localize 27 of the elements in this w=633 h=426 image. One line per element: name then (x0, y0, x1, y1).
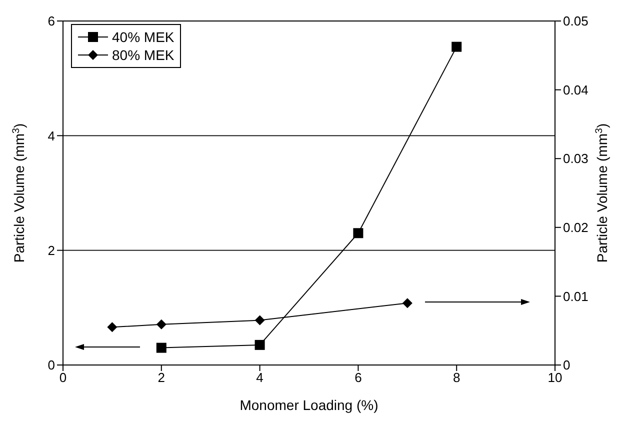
point (353, 228, 364, 238)
x-tick-label: 4 (256, 370, 264, 386)
y2-tick-label: 0.01 (563, 288, 588, 304)
point (107, 322, 118, 332)
point (254, 315, 265, 326)
y-tick-label: 6 (48, 14, 55, 29)
y2-tick-label: 0.05 (563, 14, 588, 29)
y-tick-label: 2 (48, 242, 55, 258)
y2-tick-label: 0.02 (563, 220, 588, 236)
y-tick-label: 0 (48, 358, 55, 373)
x-tick-label: 10 (548, 370, 562, 386)
x-tick-label: 2 (158, 370, 166, 386)
legend-label: 80% MEK (112, 46, 174, 64)
point (452, 42, 462, 52)
legend-label: 40% MEK (112, 28, 174, 46)
point (156, 342, 166, 353)
x-tick-label: 8 (452, 370, 460, 386)
y-tick-label: 4 (48, 128, 55, 144)
y2-tick-label: 0.04 (563, 82, 588, 98)
point (254, 340, 265, 350)
x-tick-label: 0 (59, 370, 67, 386)
x-tick-label: 6 (354, 370, 362, 386)
point (402, 298, 412, 308)
x-axis-title: Monomer Loading (%) (240, 397, 378, 413)
point (156, 319, 166, 330)
y2-tick-label: 0.03 (563, 151, 588, 166)
y2-tick-label: 0 (563, 358, 570, 373)
